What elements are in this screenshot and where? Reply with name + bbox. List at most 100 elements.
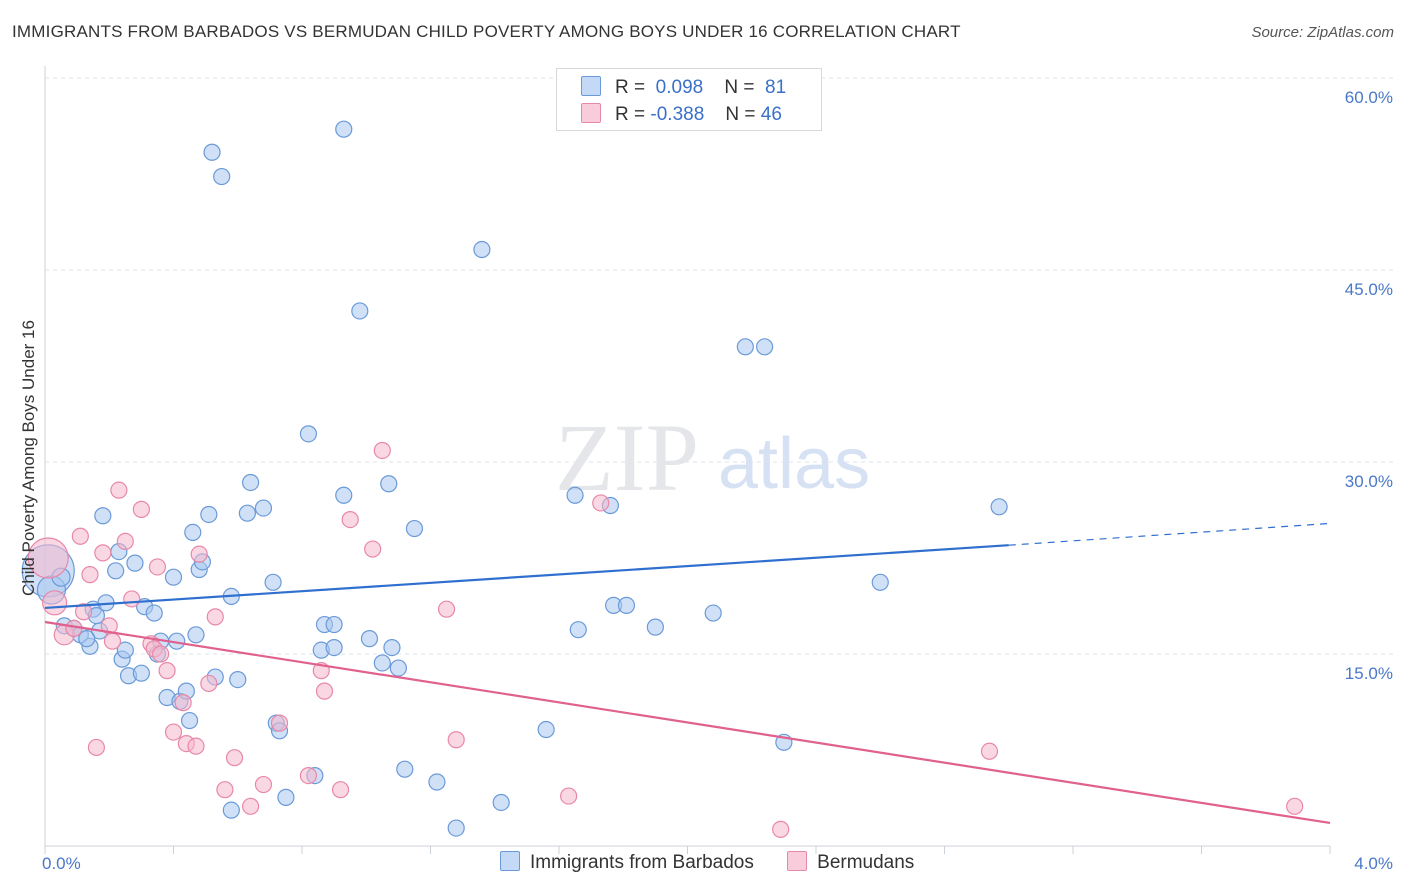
barbados-point [164, 568, 183, 586]
y-tick-label: 60.0% [1345, 88, 1393, 107]
barbados-point [736, 338, 754, 356]
legend-label-bermudans: Bermudans [817, 852, 915, 873]
legend-row-bermudans: R = -0.388 N = 46 [581, 103, 782, 127]
bermudan-point [980, 742, 999, 760]
y-axis-title: Child Poverty Among Boys Under 16 [19, 320, 38, 596]
bermudan-point [27, 537, 69, 579]
barbados-point [492, 793, 510, 812]
barbados-point [242, 473, 260, 492]
barbados-point [389, 659, 407, 677]
bermudan-point [71, 527, 89, 545]
legend-swatch-blue [500, 851, 520, 871]
legend-r-value-blue: 0.098 [655, 77, 704, 98]
legend-swatch-pink [581, 103, 601, 123]
barbados-point [473, 240, 491, 259]
legend-r-value-pink: -0.388 [650, 104, 705, 125]
legend-row-barbados: R = 0.098 N = 81 [581, 76, 786, 100]
barbados-point [299, 425, 318, 443]
series-bermudans-points [27, 441, 1304, 838]
bermudan-point [331, 781, 350, 799]
barbados-point [447, 819, 465, 837]
barbados-point [428, 773, 446, 791]
barbados-point [537, 720, 555, 739]
x-tick-label: 4.0% [1354, 854, 1393, 873]
grid-lines [45, 77, 1395, 655]
bermudan-point [373, 441, 391, 460]
barbados-point [325, 615, 343, 634]
bermudan-point [148, 558, 167, 576]
legend-n-label: N = [724, 77, 755, 98]
bermudan-point [187, 737, 205, 755]
legend-label-barbados: Immigrants from Barbados [530, 852, 754, 873]
bermudan-point [158, 662, 176, 680]
legend-n-value-blue: 81 [765, 77, 787, 98]
bermudan-point [174, 694, 192, 712]
barbados-point [755, 338, 774, 356]
bermudan-point [87, 738, 106, 757]
barbados-point [335, 120, 353, 138]
legend-item-barbados: Immigrants from Barbados [500, 851, 754, 874]
x-tick-labels: 0.0% 4.0% [42, 854, 1393, 873]
legend-r-label: R = [615, 77, 646, 98]
barbados-point [203, 143, 221, 161]
bermudan-point [116, 532, 134, 550]
legend-swatch-blue [581, 76, 601, 96]
bermudan-point [364, 540, 382, 558]
barbados-point [229, 670, 247, 689]
barbados-point [360, 630, 379, 648]
bermudan-point [132, 500, 150, 518]
barbados-point [78, 630, 96, 648]
bermudan-point [225, 749, 244, 767]
barbados-point [396, 760, 414, 778]
bermudan-point [103, 632, 122, 650]
bermudan-point [74, 603, 93, 621]
barbados-point [351, 302, 369, 320]
bermudan-point [315, 682, 334, 700]
bermudan-point [164, 723, 183, 741]
barbados-point [383, 638, 401, 657]
bermudan-point [123, 590, 141, 608]
bermudan-point [772, 820, 790, 838]
barbados-point [145, 604, 163, 622]
barbados-point [617, 596, 636, 614]
barbados-point [126, 554, 144, 572]
barbados-point [990, 498, 1008, 516]
trend-lines [44, 522, 1331, 825]
barbados-point [116, 641, 134, 659]
watermark: ZIP atlas [555, 404, 870, 511]
chart-title: IMMIGRANTS FROM BARBADOS VS BERMUDAN CHI… [12, 22, 961, 41]
bermudan-point [242, 797, 260, 815]
trend-line-bermudans [44, 620, 1331, 825]
bermudan-point [560, 787, 578, 805]
barbados-point [200, 505, 218, 524]
bermudan-point [592, 494, 610, 512]
bermudan-point [152, 645, 170, 663]
bermudan-point [216, 781, 234, 799]
trend-line-barbados [44, 544, 1009, 610]
bermudan-point [42, 590, 68, 616]
bermudan-point [341, 510, 359, 529]
barbados-point [277, 788, 295, 806]
y-tick-label: 45.0% [1345, 280, 1393, 299]
legend-item-bermudans: Bermudans [787, 851, 914, 874]
bermudan-point [81, 566, 99, 584]
barbados-point [184, 523, 202, 542]
bermudan-point [270, 714, 289, 732]
bermudan-point [110, 481, 128, 499]
bermudan-point [254, 775, 273, 794]
y-tick-label: 30.0% [1345, 472, 1393, 491]
axes [44, 66, 1331, 854]
barbados-point [94, 507, 112, 525]
barbados-point [222, 801, 240, 819]
barbados-point [325, 638, 343, 657]
bermudan-point [447, 731, 465, 749]
bermudan-point [200, 674, 218, 693]
bermudan-point [299, 766, 318, 785]
bermudan-point [206, 608, 224, 626]
legend-r-label: R = [615, 104, 646, 125]
series-legend: Immigrants from Barbados Bermudans [500, 851, 942, 874]
barbados-point [213, 167, 231, 186]
barbados-point [871, 573, 889, 591]
barbados-point [264, 573, 282, 591]
